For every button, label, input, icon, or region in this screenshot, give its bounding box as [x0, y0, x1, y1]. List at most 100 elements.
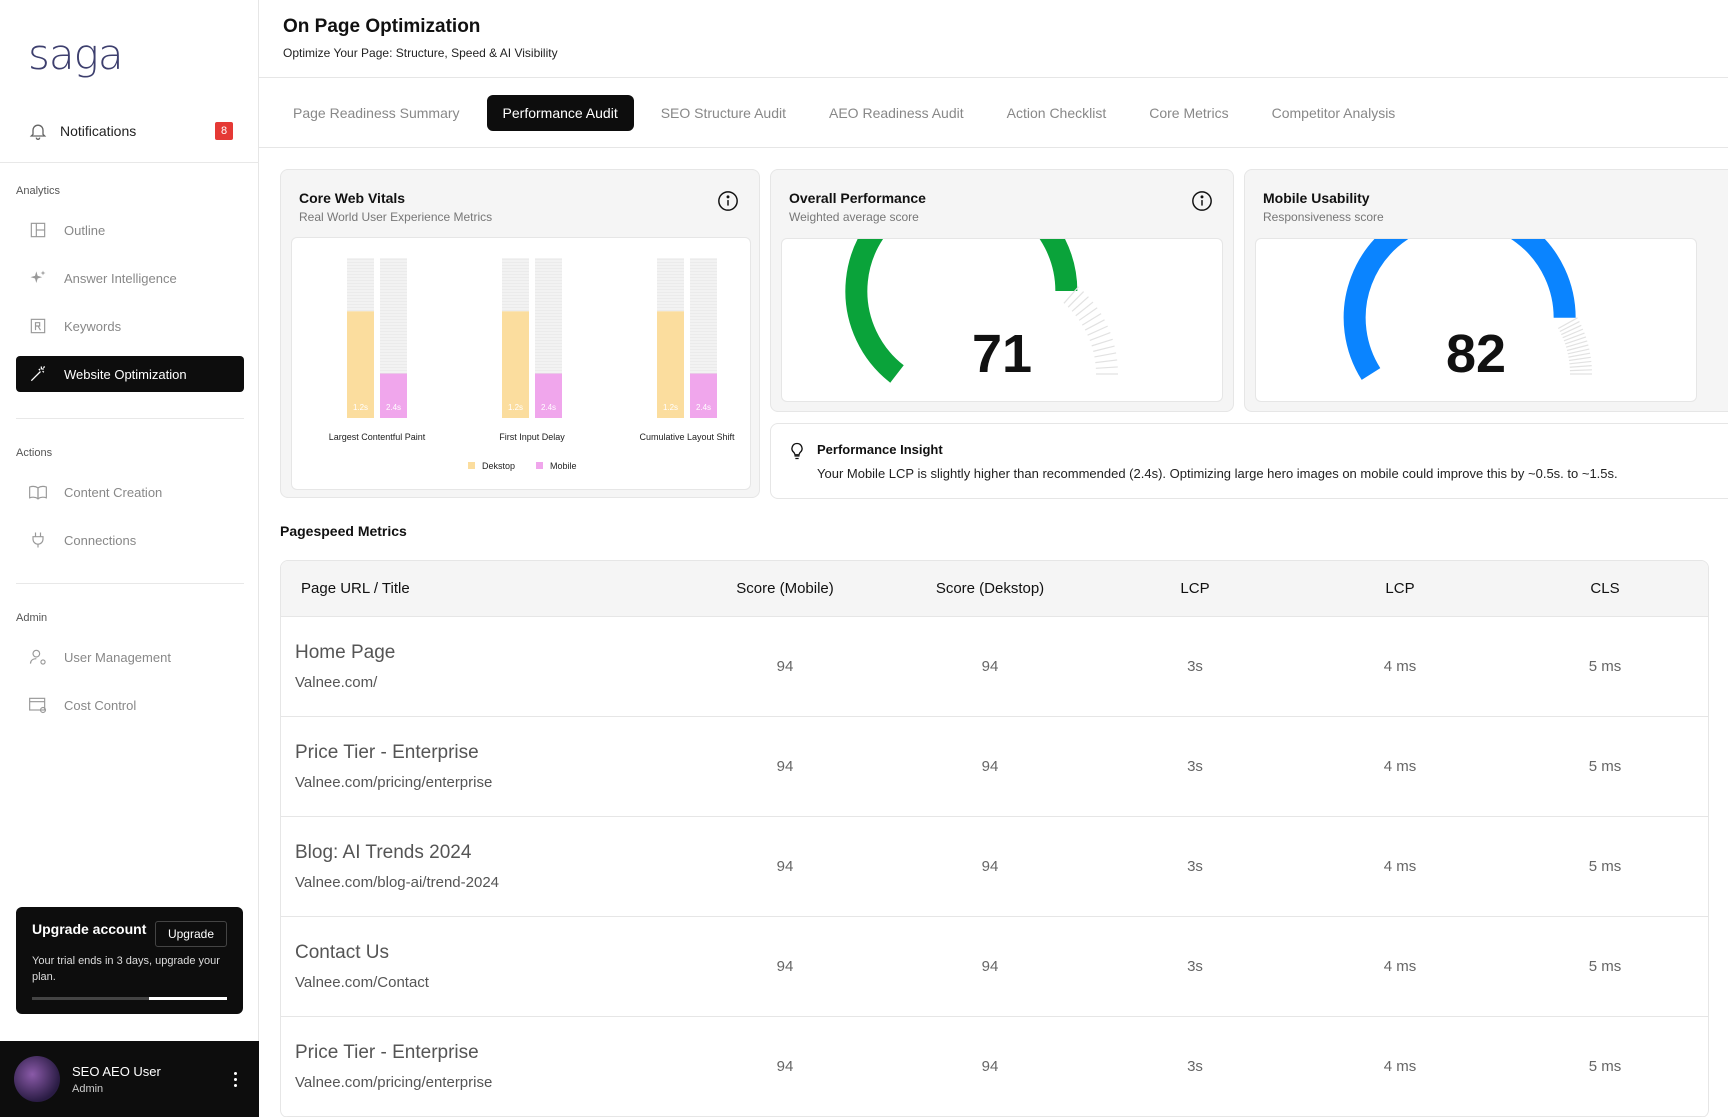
gauge-tick: [1081, 313, 1102, 326]
avatar[interactable]: [14, 1056, 60, 1102]
tab-seo-structure-audit[interactable]: SEO Structure Audit: [660, 104, 786, 121]
upgrade-button[interactable]: Upgrade: [154, 921, 227, 947]
sidebar-divider: [0, 162, 259, 163]
info-icon[interactable]: [717, 190, 739, 212]
bar-mobile[interactable]: [690, 373, 717, 418]
page-title: On Page Optimization: [283, 16, 481, 37]
gauge-tick: [1567, 348, 1590, 355]
gauge-tick: [1569, 365, 1592, 368]
lcp-cell: 3s: [1187, 858, 1203, 875]
table-row[interactable]: Price Tier - Enterprise Valnee.com/prici…: [281, 1017, 1708, 1117]
column-header-score-mobile[interactable]: Score (Mobile): [736, 580, 834, 597]
score-desktop-cell: 94: [981, 658, 999, 675]
sidebar-item-answer-intelligence[interactable]: Answer Intelligence: [16, 260, 244, 296]
bar-mobile[interactable]: [535, 373, 562, 418]
upgrade-title: Upgrade account: [32, 921, 147, 937]
book-icon: [29, 485, 47, 500]
column-header-lcp[interactable]: LCP: [1180, 580, 1210, 597]
trial-progress-bar: [32, 997, 227, 1000]
cls-cell: 5 ms: [1588, 858, 1622, 875]
user-profile[interactable]: SEO AEO User Admin: [0, 1041, 259, 1117]
score-mobile-cell: 94: [776, 958, 794, 975]
gauge-tick: [1075, 301, 1094, 317]
gauge-tick: [1569, 369, 1592, 372]
page-url-text[interactable]: Valnee.com/blog-ai/trend-2024: [295, 874, 500, 891]
page-title-text[interactable]: Contact Us: [295, 942, 389, 963]
page-url-text[interactable]: Valnee.com/pricing/enterprise: [295, 1074, 493, 1091]
section-title-actions: Actions: [16, 447, 53, 459]
gauge-tick: [1557, 317, 1578, 330]
page-url-text[interactable]: Valnee.com/Contact: [295, 974, 429, 991]
tab-core-metrics[interactable]: Core Metrics: [1149, 104, 1229, 121]
performance-insight: Performance Insight Your Mobile LCP is s…: [770, 423, 1728, 499]
gauge-tick: [1091, 338, 1113, 347]
column-header-score-desktop[interactable]: Score (Dekstop): [935, 580, 1045, 597]
page-title-text[interactable]: Blog: AI Trends 2024: [295, 842, 472, 863]
bar-mobile[interactable]: [380, 373, 407, 418]
mobile-usability-card: Mobile Usability Responsiveness score 82: [1244, 169, 1728, 412]
bar-value-label: 2.4s: [696, 403, 711, 412]
saga-logo[interactable]: saga: [28, 30, 124, 79]
page-title-text[interactable]: Home Page: [295, 642, 396, 663]
dashboard-gear-icon: [29, 697, 47, 714]
sidebar-item-cost-control[interactable]: Cost Control: [16, 687, 244, 723]
tab-aeo-readiness-audit[interactable]: AEO Readiness Audit: [829, 104, 964, 121]
keyword-icon: [30, 318, 46, 334]
gauge-tick: [1095, 366, 1118, 369]
sidebar-item-website-optimization[interactable]: Website Optimization: [16, 356, 244, 392]
pagespeed-title: Pagespeed Metrics: [280, 523, 407, 539]
tab-competitor-analysis[interactable]: Competitor Analysis: [1271, 104, 1396, 121]
tab-bar: Page Readiness Summary Performance Audit…: [259, 78, 1728, 148]
gauge-tick: [1078, 307, 1098, 321]
table-row[interactable]: Home Page Valnee.com/ 94 94 3s 4 ms 5 ms: [281, 617, 1708, 717]
lcp-cell: 3s: [1187, 1058, 1203, 1075]
tab-page-readiness-summary[interactable]: Page Readiness Summary: [293, 104, 460, 121]
table-row[interactable]: Price Tier - Enterprise Valnee.com/prici…: [281, 717, 1708, 817]
gauge-score: 82: [1446, 324, 1506, 384]
page-cell: Home Page Valnee.com/: [281, 642, 685, 691]
gauge-tick: [1095, 359, 1118, 364]
sidebar-item-label: User Management: [64, 649, 171, 665]
page-url-text[interactable]: Valnee.com/pricing/enterprise: [295, 774, 493, 791]
sidebar-item-content-creation[interactable]: Content Creation: [16, 474, 244, 510]
overall-performance-gauge: 71: [845, 175, 1118, 384]
tab-performance-audit[interactable]: Performance Audit: [486, 94, 634, 131]
bar-dekstop[interactable]: [657, 311, 684, 418]
page-title-text[interactable]: Price Tier - Enterprise: [295, 742, 479, 763]
gauge-arc: [845, 175, 1078, 383]
upgrade-message: Your trial ends in 3 days, upgrade your …: [32, 955, 220, 983]
gauge-tick: [1569, 360, 1592, 365]
sidebar-item-label: Answer Intelligence: [64, 270, 177, 286]
sidebar-item-outline[interactable]: Outline: [16, 212, 244, 248]
legend-label: Dekstop: [482, 461, 515, 471]
insight-body: Your Mobile LCP is slightly higher than …: [817, 466, 1618, 481]
column-header-cls[interactable]: CLS: [1590, 580, 1620, 597]
sidebar-item-label: Cost Control: [64, 697, 137, 713]
table-body: Home Page Valnee.com/ 94 94 3s 4 ms 5 ms…: [281, 617, 1708, 1117]
pagespeed-table: Page URL / Title Score (Mobile) Score (D…: [280, 560, 1709, 1117]
gauge-tick: [1562, 328, 1584, 339]
sidebar-item-label: Connections: [64, 532, 137, 548]
sidebar-item-user-management[interactable]: User Management: [16, 639, 244, 675]
page-title-text[interactable]: Price Tier - Enterprise: [295, 1042, 479, 1063]
table-row[interactable]: Blog: AI Trends 2024 Valnee.com/blog-ai/…: [281, 817, 1708, 917]
sidebar-item-connections[interactable]: Connections: [16, 522, 244, 558]
gauge-tick: [1568, 356, 1591, 362]
gauge-tick: [1084, 319, 1105, 331]
tab-action-checklist[interactable]: Action Checklist: [1006, 104, 1107, 121]
page-url-text[interactable]: Valnee.com/: [295, 674, 378, 691]
column-header-lcp-2[interactable]: LCP: [1385, 580, 1415, 597]
column-header-page[interactable]: Page URL / Title: [301, 580, 410, 597]
table-row[interactable]: Contact Us Valnee.com/Contact 94 94 3s 4…: [281, 917, 1708, 1017]
section-title-analytics: Analytics: [16, 185, 61, 197]
more-options-icon[interactable]: [225, 1067, 245, 1091]
bar-dekstop[interactable]: [347, 311, 374, 418]
info-icon[interactable]: [1191, 190, 1213, 212]
score-mobile-cell: 94: [776, 658, 794, 675]
bar-dekstop[interactable]: [502, 311, 529, 418]
overall-performance-gauge-panel: 71: [781, 175, 1223, 402]
cls-cell: 5 ms: [1588, 758, 1622, 775]
sidebar-item-keywords[interactable]: Keywords: [16, 308, 244, 344]
notifications-button[interactable]: Notifications 8: [28, 118, 233, 144]
bar-value-label: 1.2s: [353, 403, 368, 412]
